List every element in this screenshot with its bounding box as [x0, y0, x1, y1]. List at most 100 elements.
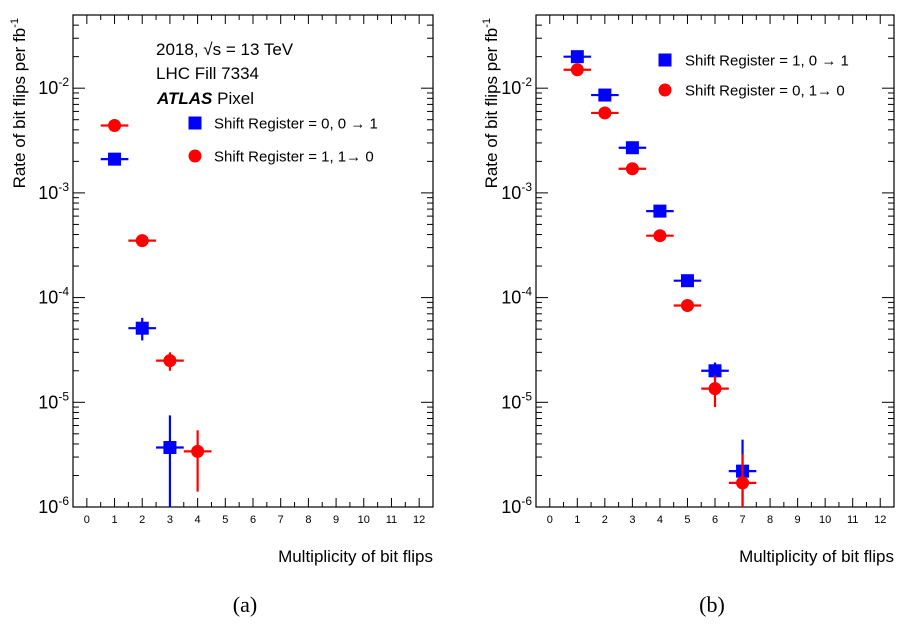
y-tick-base: 10	[501, 288, 521, 308]
legend-marker-square	[188, 116, 202, 130]
x-tick-labels: 0 1 2 3 4 5 6 7 8 9 10 11 12	[547, 514, 887, 526]
fill-annotation: LHC Fill 7334	[156, 64, 259, 83]
data-point-circle	[736, 476, 750, 490]
x-tick-label: 3	[167, 514, 173, 526]
y-tick-base: 10	[38, 392, 58, 412]
y-tick-base: 10	[501, 497, 521, 517]
y-axis-label-sup: -1	[9, 18, 21, 28]
series-squares	[100, 152, 184, 507]
x-tick-label: 11	[847, 514, 858, 526]
x-tick-label: 5	[684, 514, 690, 526]
y-tick-exponent: -6	[521, 494, 532, 508]
y-tick-label: 10-2	[38, 75, 69, 98]
data-point-circle	[135, 234, 149, 248]
y-axis-label-main: Rate of bit flips per fb	[482, 28, 501, 189]
panel-caption: (b)	[699, 592, 725, 617]
atlas-logo-text: ATLAS	[156, 89, 213, 108]
legend-marker-circle	[658, 83, 672, 97]
x-tick-label: 4	[657, 514, 663, 526]
data-point-square	[680, 274, 694, 288]
y-tick-base: 10	[501, 392, 521, 412]
legend: Shift Register = 0, 0 → 1 Shift Register …	[188, 116, 378, 166]
axis-ticks	[73, 14, 433, 508]
data-point-circle	[191, 444, 205, 458]
x-tick-label: 9	[795, 514, 801, 526]
y-tick-label: 10-3	[501, 180, 532, 203]
y-axis-label-main: Rate of bit flips per fb	[10, 28, 29, 189]
x-tick-label: 9	[333, 514, 339, 526]
y-axis-label-sup: -1	[481, 18, 493, 28]
x-tick-label: 10	[358, 514, 370, 526]
atlas-suffix: Pixel	[217, 89, 254, 108]
data-point-square	[653, 204, 667, 218]
x-tick-label: 6	[712, 514, 718, 526]
y-tick-label: 10-4	[38, 285, 69, 308]
energy-prefix: 2018,	[156, 40, 199, 59]
y-tick-exponent: -5	[521, 389, 532, 403]
data-point-square	[598, 88, 612, 102]
legend-label: Shift Register = 1, 0 → 1	[685, 53, 849, 70]
series-circles	[100, 119, 212, 492]
legend-label: Shift Register = 0, 1→ 0	[685, 83, 845, 100]
x-tick-label: 1	[574, 514, 580, 526]
y-axis-label: Rate of bit flips per fb-1	[9, 18, 29, 188]
x-tick-labels: 0 1 2 3 4 5 6 7 8 9 10 11 12	[84, 514, 425, 526]
x-tick-label: 0	[547, 514, 553, 526]
data-point-circle	[708, 382, 722, 396]
data-point-square	[570, 50, 584, 64]
x-tick-label: 10	[819, 514, 831, 526]
y-tick-label: 10-4	[501, 285, 532, 308]
x-tick-label: 11	[386, 514, 397, 526]
data-point-circle	[653, 229, 667, 243]
data-series	[100, 119, 212, 507]
x-tick-label: 0	[84, 514, 90, 526]
x-axis-label: Multiplicity of bit flips	[278, 547, 433, 566]
energy-annotation: 2018, √s = 13 TeV	[156, 40, 294, 59]
x-tick-label: 12	[413, 514, 425, 526]
energy-sqrt: √s	[203, 40, 221, 59]
y-tick-label: 10-5	[501, 389, 532, 412]
y-axis-label: Rate of bit flips per fb-1	[481, 18, 501, 188]
chart-panel-a: 0 1 2 3 4 5 6 7 8 9 10 11 12 10-610-510-410-310-2 Mu…	[9, 14, 434, 617]
legend-marker-circle	[188, 149, 202, 163]
x-tick-label: 12	[874, 514, 886, 526]
y-tick-exponent: -2	[58, 75, 69, 89]
y-tick-labels: 10-610-510-410-310-2	[501, 75, 532, 517]
y-tick-base: 10	[501, 183, 521, 203]
x-tick-label: 8	[767, 514, 773, 526]
legend-label: Shift Register = 1, 1→ 0	[214, 149, 374, 166]
y-tick-exponent: -4	[58, 285, 69, 299]
data-point-circle	[570, 63, 584, 77]
atlas-label: ATLAS Pixel	[156, 89, 254, 108]
x-tick-label: 4	[195, 514, 201, 526]
data-point-square	[625, 141, 639, 155]
legend-marker-square	[658, 53, 672, 67]
x-tick-label: 7	[278, 514, 284, 526]
x-tick-label: 6	[250, 514, 256, 526]
y-tick-base: 10	[38, 288, 58, 308]
y-tick-base: 10	[501, 78, 521, 98]
data-point-circle	[625, 162, 639, 176]
y-tick-label: 10-2	[501, 75, 532, 98]
data-point-circle	[598, 106, 612, 120]
y-tick-label: 10-3	[38, 180, 69, 203]
x-axis-label: Multiplicity of bit flips	[739, 547, 894, 566]
axis-ticks	[536, 14, 894, 508]
y-tick-label: 10-6	[501, 494, 532, 517]
y-tick-labels: 10-610-510-410-310-2	[38, 75, 69, 517]
data-point-circle	[680, 299, 694, 313]
y-tick-base: 10	[38, 78, 58, 98]
panel-caption: (a)	[233, 592, 257, 617]
energy-suffix: = 13 TeV	[226, 40, 294, 59]
data-point-square	[163, 441, 177, 455]
y-tick-exponent: -2	[521, 75, 532, 89]
data-series	[563, 50, 757, 507]
x-tick-label: 2	[139, 514, 145, 526]
y-tick-label: 10-5	[38, 389, 69, 412]
y-tick-label: 10-6	[38, 494, 69, 517]
data-point-square	[708, 364, 722, 378]
series-circles	[563, 63, 757, 507]
series-squares	[563, 50, 757, 507]
x-tick-label: 1	[111, 514, 117, 526]
